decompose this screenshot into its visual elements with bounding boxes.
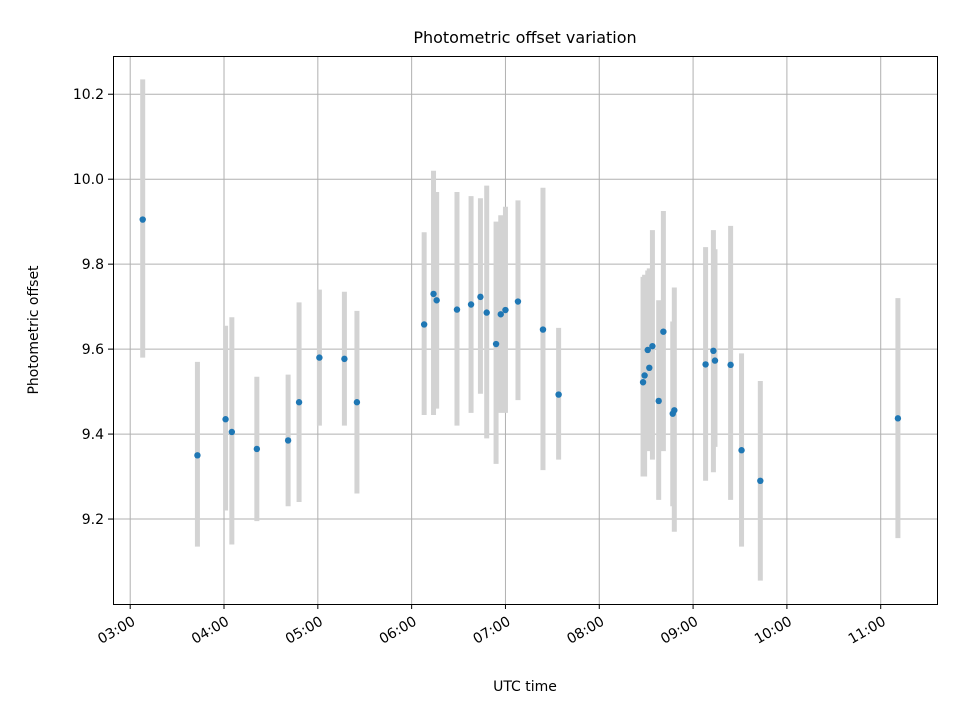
x-tick-label: 03:00	[95, 614, 138, 648]
data-point	[497, 311, 504, 318]
data-point	[702, 361, 709, 368]
data-point	[194, 452, 201, 459]
data-point	[353, 399, 361, 406]
x-tick-label: 06:00	[377, 614, 420, 648]
x-tick-label: 11:00	[846, 614, 889, 648]
data-point	[644, 346, 651, 354]
chart-title: Photometric offset variation	[413, 28, 636, 47]
data-point	[341, 355, 348, 363]
data-point	[316, 354, 323, 361]
data-point	[660, 328, 667, 335]
data-point	[222, 416, 229, 423]
data-point	[295, 399, 303, 406]
data-point	[757, 477, 764, 485]
data-point	[492, 340, 500, 348]
y-tick-label: 9.8	[82, 257, 104, 273]
data-point	[228, 428, 236, 436]
data-point	[655, 397, 662, 405]
data-point	[639, 379, 647, 386]
data-point	[894, 415, 902, 422]
data-point	[641, 372, 648, 379]
data-point	[649, 342, 656, 350]
y-tick-label: 10.0	[73, 172, 104, 188]
data-point	[502, 306, 509, 314]
data-point	[477, 293, 484, 301]
y-tick-label: 9.6	[82, 342, 104, 358]
data-point	[646, 364, 653, 372]
y-tick-label: 9.2	[82, 512, 104, 528]
data-point	[727, 361, 734, 369]
data-point	[420, 321, 428, 328]
x-tick-label: 07:00	[471, 614, 514, 648]
error-bars	[140, 79, 901, 581]
x-tick-label: 10:00	[752, 614, 795, 648]
x-axis-ticks: 03:00 04:00 05:00 06:00 07:00 08:00 09:00 10:00…	[95, 604, 889, 648]
data-point	[514, 298, 522, 305]
y-axis-ticks: 9.2 9.4 9.6 9.8 10.0 10.2	[73, 87, 113, 528]
y-tick-label: 9.4	[82, 427, 104, 443]
data-point	[433, 297, 440, 304]
data-point	[284, 437, 292, 444]
x-tick-label: 08:00	[564, 614, 607, 648]
plot-frame	[113, 56, 938, 605]
data-point	[539, 326, 547, 333]
y-tick-label: 10.2	[73, 87, 104, 103]
data-point	[711, 357, 719, 364]
data-points	[139, 216, 902, 485]
data-point	[555, 391, 562, 398]
x-tick-label: 05:00	[283, 614, 326, 648]
x-tick-label: 04:00	[189, 614, 232, 648]
x-axis-label: UTC time	[493, 679, 557, 695]
y-axis-label: Photometric offset	[26, 265, 42, 395]
data-point	[139, 216, 146, 223]
data-point	[710, 347, 717, 355]
data-point	[671, 407, 678, 414]
data-point	[483, 309, 490, 316]
x-tick-label: 09:00	[658, 614, 701, 648]
data-point	[738, 447, 745, 454]
data-point	[467, 301, 475, 308]
grid-lines	[113, 56, 937, 604]
data-point	[253, 445, 261, 453]
data-point	[430, 290, 437, 298]
data-point	[453, 306, 461, 313]
